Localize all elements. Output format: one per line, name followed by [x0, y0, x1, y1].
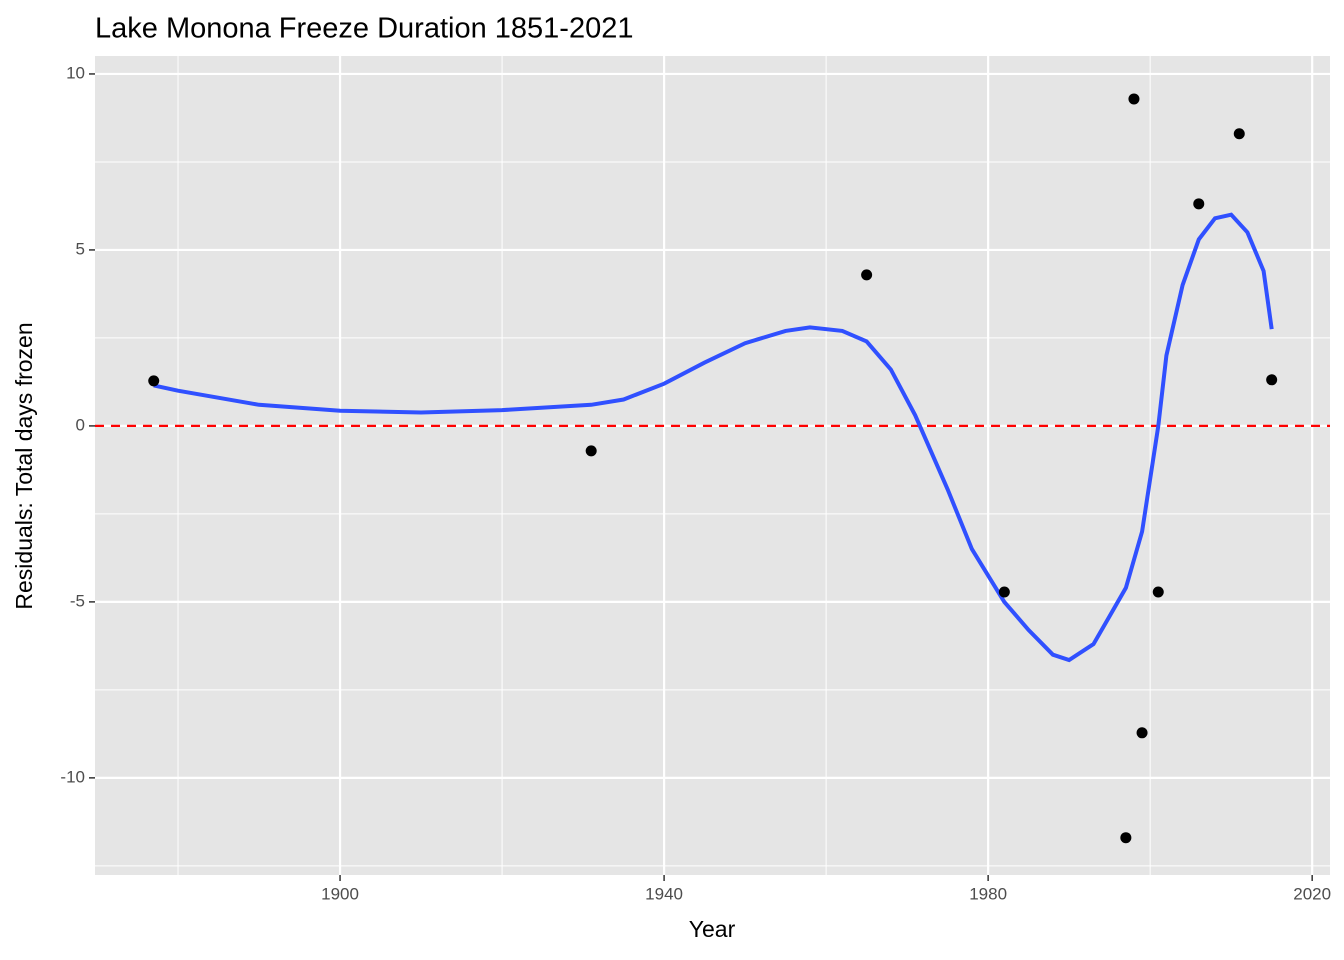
point	[1266, 374, 1278, 386]
point	[861, 269, 873, 281]
x-tick-label: 1980	[969, 884, 1007, 903]
point	[998, 586, 1010, 598]
y-tick-label: 10	[66, 63, 85, 82]
x-axis-title: Year	[689, 916, 736, 942]
x-tick-label: 1940	[645, 884, 683, 903]
point	[1233, 128, 1245, 140]
point	[1136, 727, 1148, 739]
grid	[95, 56, 1330, 875]
marks	[95, 93, 1330, 844]
x-tick-label: 2020	[1293, 884, 1331, 903]
y-axis-title: Residuals: Total days frozen	[11, 322, 37, 609]
point	[1120, 832, 1132, 844]
panel	[95, 56, 1330, 875]
smooth-line	[153, 212, 1274, 663]
x-tick-label: 1900	[321, 884, 359, 903]
point	[1193, 198, 1205, 210]
point	[1152, 586, 1164, 598]
point	[1128, 93, 1140, 105]
y-tick-label: 5	[76, 239, 85, 258]
y-tick-label: -5	[70, 591, 85, 610]
point	[148, 375, 160, 387]
y-tick-label: 0	[76, 415, 85, 434]
y-tick-label: -10	[60, 767, 85, 786]
chart-title: Lake Monona Freeze Duration 1851-2021	[95, 13, 633, 45]
point	[585, 445, 597, 457]
